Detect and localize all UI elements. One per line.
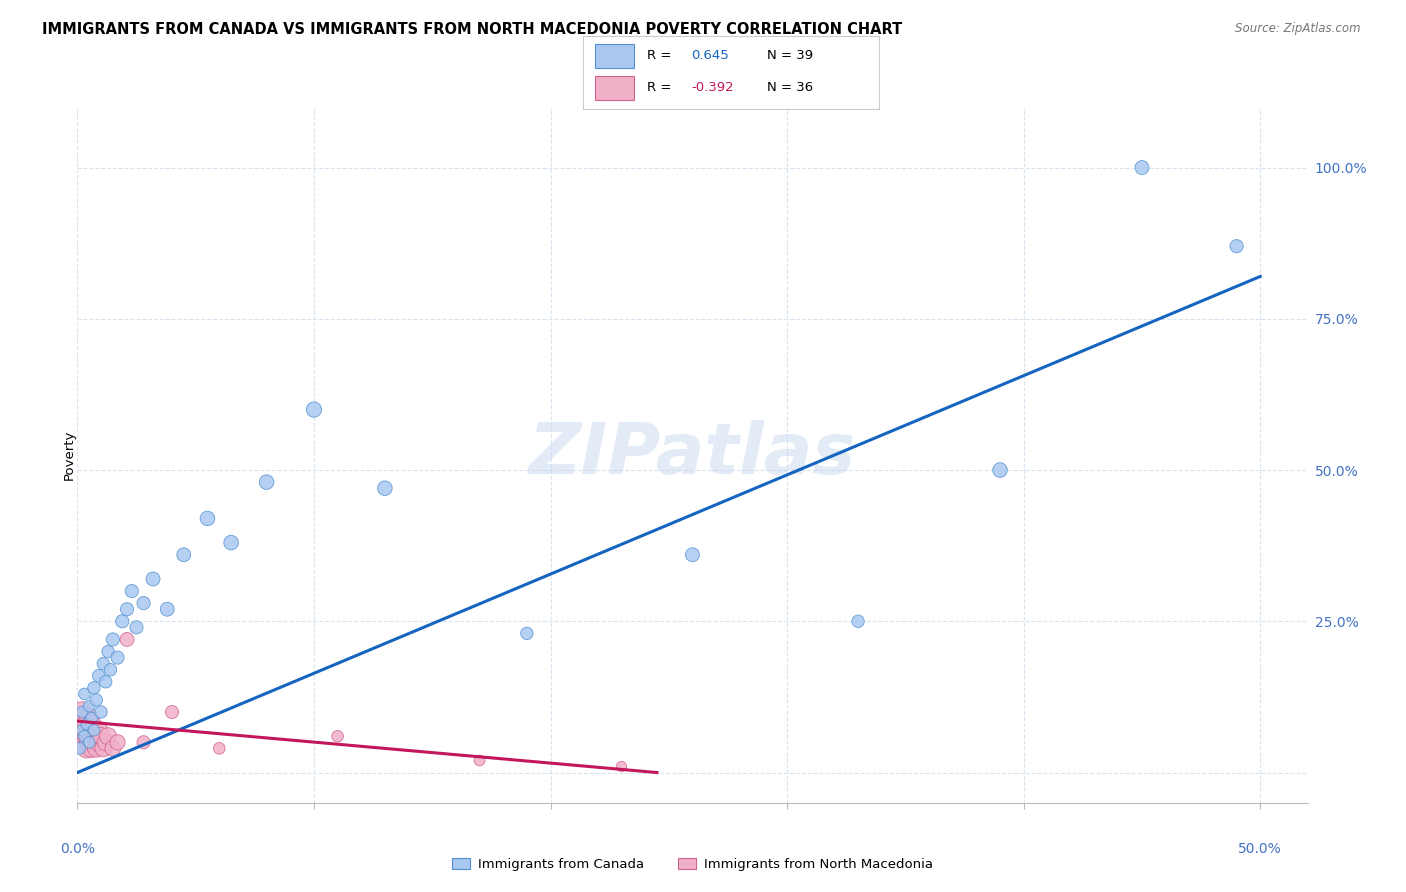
Point	[83, 723, 105, 738]
Point	[93, 741, 115, 756]
Point	[468, 754, 491, 768]
Point	[160, 705, 183, 719]
Point	[73, 687, 96, 701]
Point	[80, 711, 103, 725]
Text: N = 39: N = 39	[766, 49, 813, 62]
Point	[125, 620, 148, 634]
Point	[70, 723, 93, 738]
Point	[97, 729, 120, 743]
Text: 0.645: 0.645	[692, 49, 728, 62]
Point	[101, 741, 124, 756]
Point	[101, 632, 124, 647]
Text: R =: R =	[647, 49, 671, 62]
FancyBboxPatch shape	[595, 76, 634, 100]
Point	[76, 741, 98, 756]
Point	[70, 705, 93, 719]
Point	[93, 657, 115, 671]
Point	[846, 615, 869, 629]
Text: ZIPatlas: ZIPatlas	[529, 420, 856, 490]
Point	[77, 735, 100, 749]
Point	[256, 475, 278, 490]
Point	[73, 735, 96, 749]
Point	[90, 729, 112, 743]
Point	[87, 735, 110, 749]
Point	[374, 481, 396, 495]
Point	[83, 681, 105, 695]
Point	[80, 729, 103, 743]
Point	[1226, 239, 1249, 253]
Point	[70, 717, 93, 731]
Point	[77, 711, 100, 725]
Text: Source: ZipAtlas.com: Source: ZipAtlas.com	[1236, 22, 1361, 36]
Point	[76, 729, 98, 743]
Point	[73, 711, 96, 725]
Point	[76, 717, 98, 731]
Text: IMMIGRANTS FROM CANADA VS IMMIGRANTS FROM NORTH MACEDONIA POVERTY CORRELATION CH: IMMIGRANTS FROM CANADA VS IMMIGRANTS FRO…	[42, 22, 903, 37]
FancyBboxPatch shape	[595, 44, 634, 68]
Point	[682, 548, 704, 562]
Point	[76, 717, 98, 731]
Text: 0.0%: 0.0%	[60, 842, 94, 856]
Text: N = 36: N = 36	[766, 81, 813, 95]
Point	[83, 735, 105, 749]
Point	[73, 723, 96, 738]
Point	[84, 741, 107, 756]
Text: 50.0%: 50.0%	[1239, 842, 1282, 856]
Point	[77, 723, 100, 738]
Text: -0.392: -0.392	[692, 81, 734, 95]
Point	[80, 717, 103, 731]
Point	[988, 463, 1011, 477]
Point	[516, 626, 538, 640]
Point	[83, 723, 105, 738]
Point	[197, 511, 219, 525]
Legend: Immigrants from Canada, Immigrants from North Macedonia: Immigrants from Canada, Immigrants from …	[447, 853, 938, 876]
Point	[1130, 161, 1153, 175]
Point	[100, 663, 122, 677]
Point	[97, 644, 120, 658]
Point	[111, 615, 134, 629]
Point	[208, 741, 231, 756]
Point	[77, 698, 100, 713]
Point	[302, 402, 325, 417]
Point	[115, 632, 138, 647]
Point	[69, 735, 91, 749]
Point	[70, 705, 93, 719]
Point	[80, 741, 103, 756]
Point	[107, 650, 129, 665]
Text: R =: R =	[647, 81, 671, 95]
Point	[77, 735, 100, 749]
Point	[142, 572, 165, 586]
Point	[132, 596, 155, 610]
Y-axis label: Poverty: Poverty	[62, 430, 76, 480]
Point	[87, 723, 110, 738]
Point	[84, 729, 107, 743]
Point	[610, 759, 633, 773]
Point	[87, 669, 110, 683]
Point	[73, 729, 96, 743]
Point	[70, 729, 93, 743]
Point	[326, 729, 349, 743]
Point	[107, 735, 129, 749]
Point	[94, 735, 117, 749]
Point	[90, 705, 112, 719]
Point	[69, 723, 91, 738]
Point	[84, 693, 107, 707]
Point	[69, 741, 91, 756]
Point	[94, 674, 117, 689]
Point	[115, 602, 138, 616]
Point	[219, 535, 242, 549]
Point	[156, 602, 179, 616]
Point	[173, 548, 195, 562]
Point	[132, 735, 155, 749]
Point	[121, 584, 143, 599]
